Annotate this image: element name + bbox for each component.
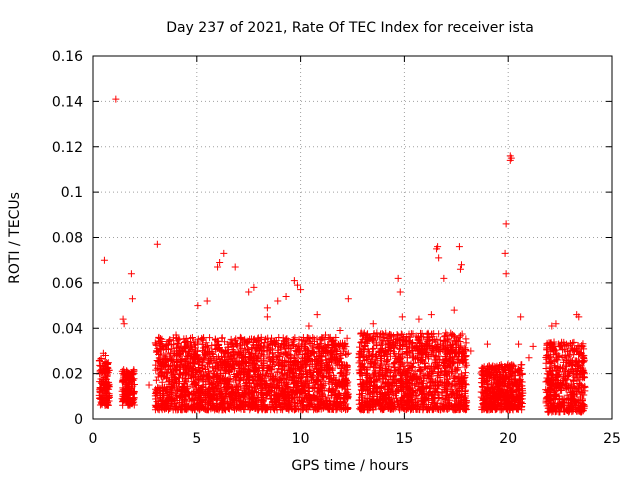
- data-point: [102, 359, 110, 367]
- data-point: [95, 357, 103, 365]
- data-point: [104, 394, 112, 402]
- grid-lines: [93, 56, 612, 419]
- data-point: [96, 378, 104, 386]
- data-point: [260, 385, 268, 393]
- chart-title: Day 237 of 2021, Rate Of TEC Index for r…: [166, 20, 534, 36]
- data-point: [236, 377, 244, 385]
- data-point: [130, 389, 138, 397]
- data-point: [175, 378, 183, 386]
- data-point: [122, 373, 130, 381]
- data-point: [247, 384, 255, 392]
- data-point: [103, 389, 111, 397]
- data-point: [127, 369, 135, 377]
- data-point: [125, 400, 133, 408]
- data-point: [258, 390, 266, 398]
- data-point: [131, 388, 139, 396]
- data-point: [227, 335, 235, 343]
- data-point: [152, 376, 160, 384]
- data-point: [206, 334, 214, 342]
- data-point: [458, 330, 466, 338]
- data-point: [123, 370, 131, 378]
- data-point: [122, 395, 130, 403]
- data-point: [97, 394, 105, 402]
- data-point: [99, 377, 107, 385]
- data-point: [100, 367, 108, 375]
- data-point: [124, 401, 132, 409]
- data-point: [104, 399, 112, 407]
- data-point: [96, 384, 104, 392]
- data-point: [128, 378, 136, 386]
- data-point: [125, 383, 133, 391]
- data-point: [243, 345, 251, 353]
- data-point: [125, 374, 133, 382]
- data-point: [97, 355, 105, 363]
- data-point: [99, 362, 107, 370]
- data-point: [462, 369, 470, 377]
- data-point: [126, 394, 134, 402]
- data-point: [105, 393, 113, 401]
- data-point: [103, 378, 111, 386]
- data-point: [125, 391, 133, 399]
- data-point: [98, 401, 106, 409]
- data-point: [301, 357, 309, 365]
- data-point: [104, 359, 112, 367]
- data-point: [100, 365, 108, 373]
- data-point: [102, 390, 110, 398]
- data-points: [95, 95, 589, 416]
- data-point: [119, 377, 127, 385]
- data-point: [119, 386, 127, 394]
